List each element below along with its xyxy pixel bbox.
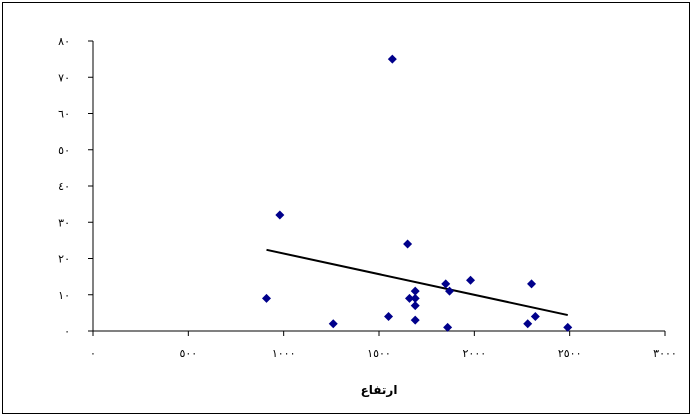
- data-point: [527, 279, 537, 289]
- x-axis-title: ارتفاع: [361, 383, 398, 397]
- y-tick-label: ٦٠: [58, 108, 70, 121]
- y-tick-label: ٢٠: [58, 253, 70, 266]
- data-point: [403, 239, 413, 249]
- data-point: [410, 315, 420, 325]
- x-tick-label: ١٥٠٠: [367, 347, 391, 360]
- data-point: [262, 293, 272, 303]
- data-points: [262, 54, 573, 332]
- y-tick-label: ٨٠: [58, 35, 70, 48]
- trendline-segment: [266, 248, 568, 317]
- data-point: [410, 301, 420, 311]
- data-point: [410, 293, 420, 303]
- data-point: [563, 322, 573, 332]
- y-tick-label: ٧٠: [58, 71, 70, 84]
- data-point: [523, 319, 533, 329]
- trendline: [266, 248, 568, 317]
- chart-area: [2, 2, 690, 414]
- data-point: [530, 312, 540, 321]
- x-tick-label: ٥٠٠: [179, 347, 197, 360]
- x-tick-label: ٣٠٠٠: [653, 347, 677, 360]
- x-tick-label: ١٠٠٠: [272, 347, 296, 360]
- axes: [92, 41, 665, 332]
- x-tick-label: ٠: [90, 347, 96, 360]
- data-point: [387, 54, 397, 64]
- data-point: [443, 322, 453, 332]
- tick-marks: [88, 40, 666, 336]
- y-tick-label: ١٠: [58, 289, 70, 302]
- x-tick-label: ٢٥٠٠: [558, 347, 582, 360]
- data-point: [275, 210, 285, 220]
- data-point: [441, 279, 451, 289]
- data-point: [466, 275, 476, 285]
- y-tick-label: ٠: [64, 325, 70, 338]
- y-tick-label: ٣٠: [58, 216, 70, 229]
- y-tick-label: ٤٠: [58, 180, 70, 193]
- x-tick-labels: ٠ ٥٠٠ ١٠٠٠ ١٥٠٠ ٢٠٠٠ ٢٥٠٠ ٣٠٠٠: [90, 347, 677, 360]
- data-point: [384, 312, 394, 321]
- data-point: [405, 293, 415, 303]
- data-point: [328, 319, 338, 329]
- y-tick-labels: ٠ ١٠ ٢٠ ٣٠ ٤٠ ٥٠ ٦٠ ٧٠ ٨٠: [58, 35, 70, 338]
- x-tick-label: ٢٠٠٠: [463, 347, 487, 360]
- y-tick-label: ٥٠: [58, 144, 70, 157]
- data-point: [410, 286, 420, 296]
- data-point: [445, 286, 455, 296]
